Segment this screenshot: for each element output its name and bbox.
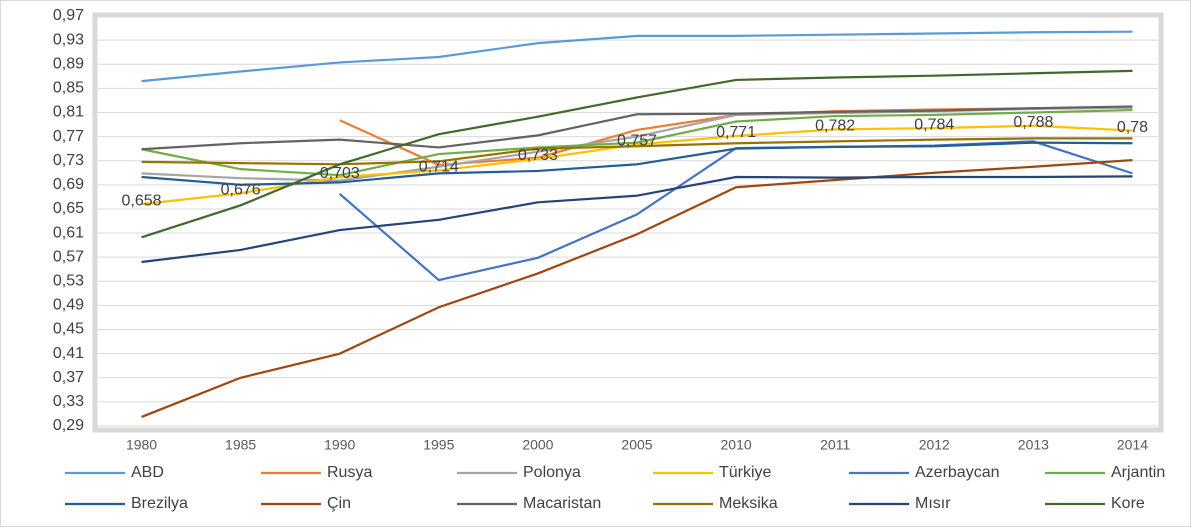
legend-label: Brezilya <box>131 495 188 512</box>
plot-border <box>92 12 1164 433</box>
series-line <box>141 108 1133 177</box>
data-label: 0,733 <box>518 147 558 164</box>
y-tick-label: 0,45 <box>53 321 84 338</box>
series-line <box>141 175 1133 264</box>
y-tick-label: 0,77 <box>53 128 84 145</box>
y-tick-label: 0,65 <box>53 200 84 217</box>
x-tick-label: 2000 <box>522 437 553 453</box>
y-tick-label: 0,73 <box>53 152 84 169</box>
x-tick-label: 2011 <box>820 437 850 453</box>
y-tick-label: 0,29 <box>53 417 84 434</box>
data-label: 0,703 <box>320 165 360 182</box>
y-tick-label: 0,89 <box>53 55 84 72</box>
x-tick-label: 1995 <box>423 437 454 453</box>
y-tick-label: 0,49 <box>53 297 84 314</box>
data-label: 0,676 <box>221 181 261 198</box>
y-tick-label: 0,81 <box>53 104 84 121</box>
x-tick-label: 2012 <box>919 437 950 453</box>
y-tick-label: 0,93 <box>53 31 84 48</box>
legend-label: Meksika <box>719 495 778 512</box>
x-tick-label: 2005 <box>621 437 652 453</box>
legend-label: Mısır <box>915 495 951 512</box>
series-line <box>141 141 1133 186</box>
series-line <box>141 137 1133 166</box>
data-label: 0,782 <box>815 118 855 135</box>
data-label: 0,784 <box>914 116 954 133</box>
legend-label: Rusya <box>327 464 372 481</box>
y-tick-label: 0,69 <box>53 176 84 193</box>
series-line <box>141 159 1133 418</box>
x-tick-label: 1990 <box>324 437 355 453</box>
x-tick-label: 2013 <box>1018 437 1049 453</box>
y-tick-label: 0,61 <box>53 224 84 241</box>
legend-label: Çin <box>327 495 351 512</box>
y-tick-label: 0,97 <box>53 7 84 24</box>
y-tick-label: 0,53 <box>53 273 84 290</box>
legend-label: Kore <box>1111 495 1145 512</box>
legend-label: ABD <box>131 464 164 481</box>
data-label: 0,658 <box>122 192 162 209</box>
data-label: 0,771 <box>716 124 756 141</box>
legend-label: Azerbaycan <box>915 464 1000 481</box>
legend-label: Polonya <box>523 464 581 481</box>
data-label: 0,788 <box>1013 114 1053 131</box>
legend-label: Macaristan <box>523 495 601 512</box>
y-tick-label: 0,57 <box>53 248 84 265</box>
series-line <box>141 69 1133 239</box>
y-tick-label: 0,85 <box>53 80 84 97</box>
series-line <box>141 105 1133 151</box>
legend-label: Arjantin <box>1111 464 1165 481</box>
series-line <box>141 30 1133 83</box>
x-tick-label: 2010 <box>721 437 752 453</box>
data-label: 0,757 <box>617 133 657 150</box>
legend-label: Türkiye <box>719 464 772 481</box>
y-tick-label: 0,37 <box>53 369 84 386</box>
data-label: 0,714 <box>419 159 459 176</box>
data-label: 0,78 <box>1117 119 1148 136</box>
x-tick-label: 2014 <box>1117 437 1148 453</box>
x-tick-label: 1980 <box>126 437 157 453</box>
y-tick-label: 0,33 <box>53 393 84 410</box>
y-tick-label: 0,41 <box>53 345 84 362</box>
x-tick-label: 1985 <box>225 437 256 453</box>
